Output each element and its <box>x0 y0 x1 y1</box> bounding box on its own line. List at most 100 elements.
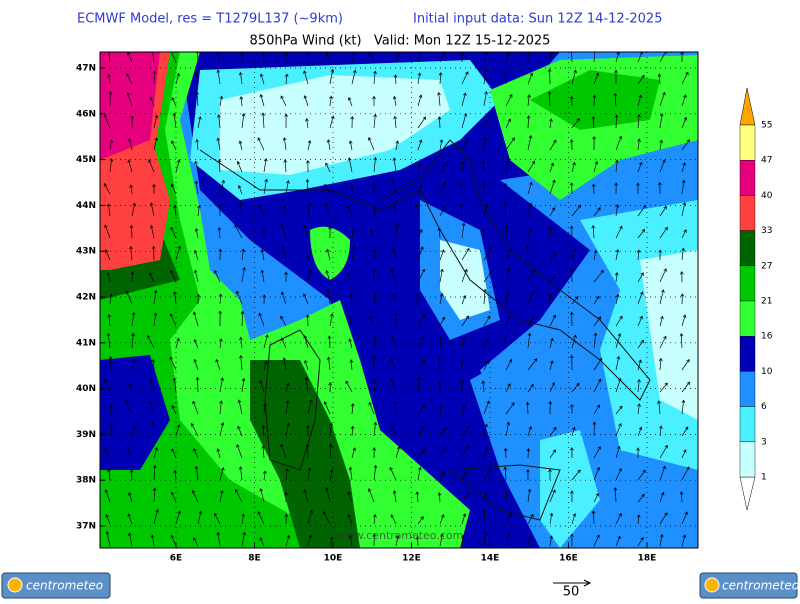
lon-label: 6E <box>170 554 182 564</box>
wind-arrow <box>373 335 377 349</box>
wind-arrow <box>593 269 604 283</box>
lon-label: 8E <box>248 554 260 564</box>
wind-arrow <box>329 95 333 107</box>
wind-arrow <box>615 52 620 63</box>
wind-arrow <box>483 400 490 415</box>
wind-arrow <box>307 399 313 415</box>
wind-arrow <box>153 137 158 151</box>
colorbar-label: 6 <box>761 402 767 412</box>
wind-arrow <box>219 179 225 195</box>
wind-arrow <box>131 332 135 349</box>
wind-arrow <box>571 513 577 525</box>
lat-label: 44N <box>76 201 96 211</box>
wind-arrow <box>241 531 246 547</box>
wind-arrow <box>593 466 600 481</box>
wind-arrow <box>483 118 489 129</box>
wind-arrow <box>263 158 268 173</box>
wind-arrow <box>547 68 552 85</box>
wind-arrow <box>505 267 511 283</box>
wind-arrow <box>239 96 244 107</box>
wind-arrow <box>657 400 661 415</box>
wind-arrow <box>322 511 331 525</box>
lat-label: 42N <box>76 293 96 303</box>
coastline <box>448 464 561 521</box>
colorbar-label: 3 <box>761 437 767 447</box>
wind-arrow <box>393 115 397 129</box>
wind-arrow <box>549 489 556 503</box>
wind-arrow <box>372 446 377 459</box>
colorbar-box <box>739 371 756 407</box>
lat-label: 37N <box>76 522 96 532</box>
wind-arrow <box>373 292 377 305</box>
wind-arrow <box>372 268 376 283</box>
wind-arrow <box>306 424 310 437</box>
wind-arrow <box>219 467 225 481</box>
wind-arrow <box>505 489 509 503</box>
wind-arrow <box>659 91 666 107</box>
logo-box <box>1 572 111 599</box>
wind-arrow <box>417 184 423 195</box>
wind-arrow <box>373 421 378 437</box>
wind-arrow <box>109 404 114 415</box>
wind-arrow <box>149 272 155 283</box>
wind-arrow <box>461 445 469 459</box>
wind-arrow <box>108 356 113 371</box>
wind-arrow <box>326 248 331 261</box>
lat-label: 39N <box>76 430 96 440</box>
wind-arrow <box>549 314 557 327</box>
wind-arrow <box>483 68 488 85</box>
wind-arrow <box>439 249 445 261</box>
wind-arrow <box>347 157 353 173</box>
wind-arrow <box>681 179 686 195</box>
wind-arrow <box>637 138 641 151</box>
wind-arrow <box>347 513 353 525</box>
wind-arrow <box>239 354 243 371</box>
wind-arrow <box>527 425 532 437</box>
wind-arrow <box>505 532 511 547</box>
wind-arrow <box>171 448 177 459</box>
wind-arrow <box>593 332 598 349</box>
wind-arrow <box>613 92 618 107</box>
wind-arrow <box>659 533 664 547</box>
wind-arrow <box>591 183 596 195</box>
wind-arrow <box>172 112 177 129</box>
wind-arrow <box>325 269 331 283</box>
wind-arrow <box>681 229 687 239</box>
wind-arrow <box>153 509 159 525</box>
wind-arrow <box>593 492 599 503</box>
wind-arrow <box>373 514 377 525</box>
wind-arrow <box>681 426 689 437</box>
wind-arrow <box>548 293 553 305</box>
wind-arrow <box>659 491 665 503</box>
wind-arrow <box>284 113 288 129</box>
wind-arrow <box>527 513 534 525</box>
wind-arrow <box>659 268 667 283</box>
wind-arrow <box>262 402 267 415</box>
wind-arrow <box>437 356 442 371</box>
logo-text: centrometeo <box>722 579 799 593</box>
wind-arrow <box>328 225 332 239</box>
wind-arrow <box>527 358 538 371</box>
wind-arrow <box>390 377 397 393</box>
wind-arrow <box>238 466 243 481</box>
wind-arrow <box>328 443 333 459</box>
wind-arrow <box>681 116 688 129</box>
wind-arrow <box>129 224 134 239</box>
wind-arrow <box>219 377 224 393</box>
wind-arrow <box>615 333 622 349</box>
wind-arrow <box>570 490 574 503</box>
wind-arrow <box>549 274 557 283</box>
wind-arrow <box>527 383 534 393</box>
wind-arrow <box>284 513 289 525</box>
wind-arrow <box>284 271 288 283</box>
wind-arrow <box>307 139 312 151</box>
wind-arrow <box>217 158 222 173</box>
wind-arrow <box>105 514 111 525</box>
wind-arrow <box>483 445 489 459</box>
wind-arrow <box>570 447 574 459</box>
wind-arrow <box>217 114 221 129</box>
wind-arrow <box>348 315 353 327</box>
wind-arrow <box>439 268 444 283</box>
zone-1-3 <box>440 240 490 320</box>
wind-arrow <box>218 203 222 217</box>
